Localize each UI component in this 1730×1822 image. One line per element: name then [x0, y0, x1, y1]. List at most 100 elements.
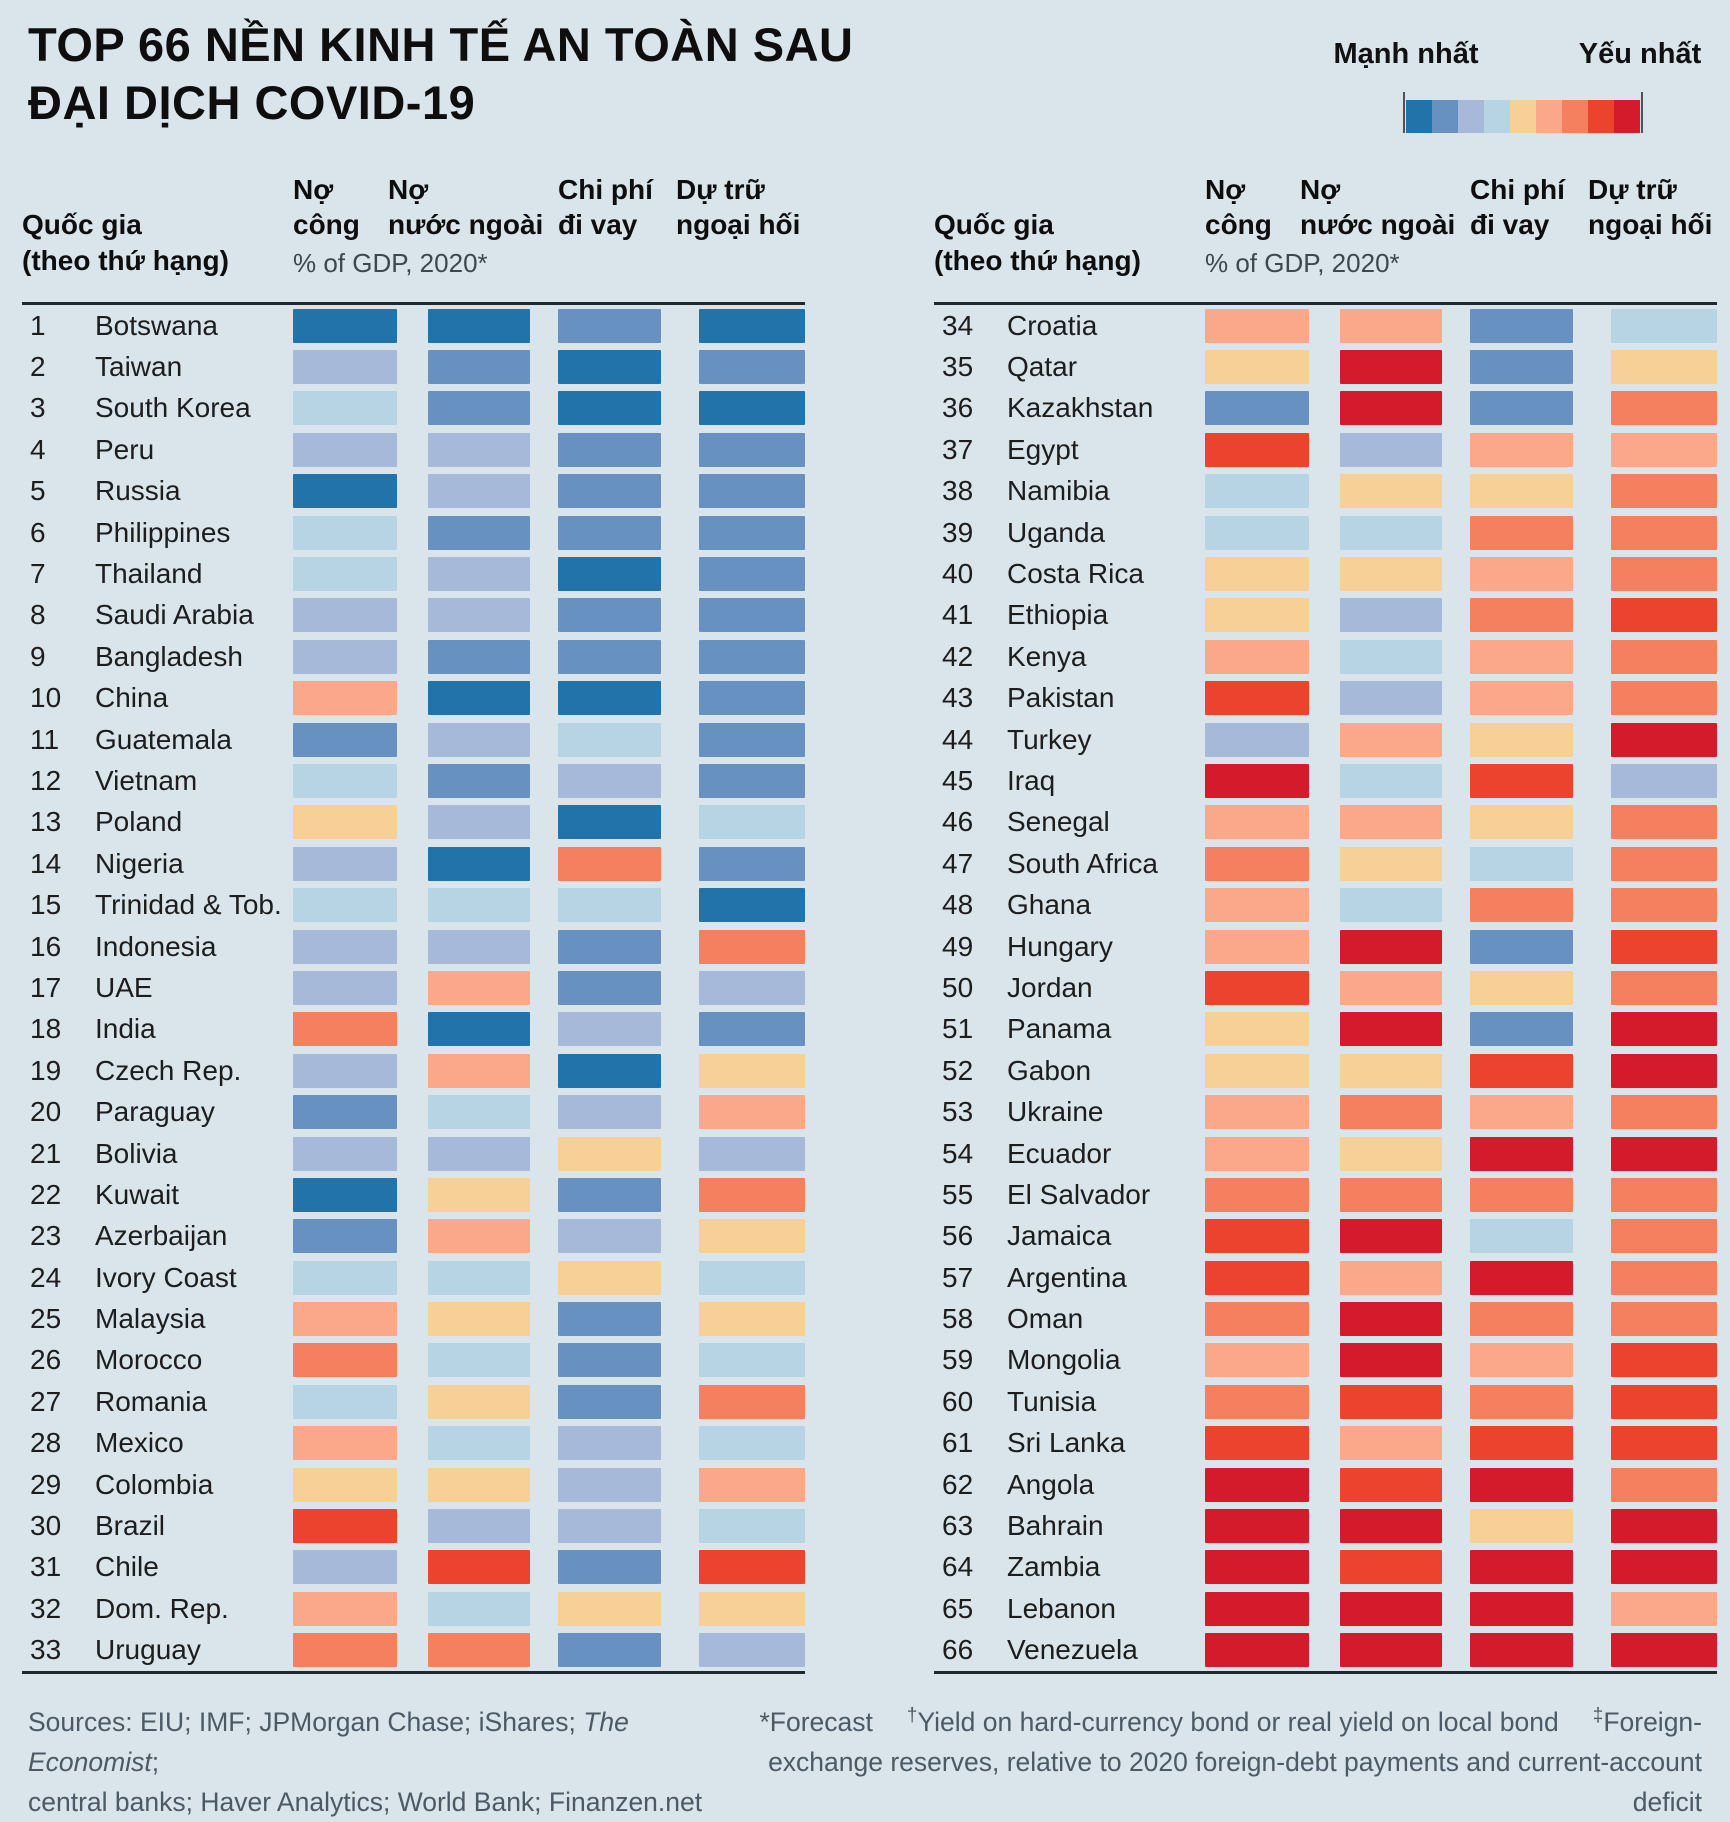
metric-cell-2 [1340, 1136, 1442, 1171]
metric-cell-3 [1470, 1591, 1573, 1626]
metric-cell-2 [1340, 639, 1442, 674]
table-row: 57 Argentina [934, 1257, 1717, 1298]
country-rank: 6 [30, 516, 46, 548]
country-name: Bangladesh [95, 640, 243, 672]
country-name: Bahrain [1007, 1510, 1104, 1542]
metric-cell-1 [1205, 598, 1309, 633]
country-rank: 56 [942, 1220, 974, 1252]
metric-cell-2 [428, 598, 530, 633]
country-rank: 57 [942, 1261, 974, 1293]
metric-cell-3 [1470, 1343, 1573, 1378]
country-name: Ukraine [1007, 1096, 1104, 1128]
metric-cell-3 [558, 1219, 661, 1254]
table-row: 63 Bahrain [934, 1505, 1717, 1546]
country-name: Paraguay [95, 1096, 215, 1128]
metric-cell-2 [428, 1136, 530, 1171]
table-row: 27 Romania [22, 1381, 805, 1422]
metric-cell-2 [1340, 929, 1442, 964]
table-row: 34 Croatia [934, 305, 1717, 346]
column-header-foreign-debt: Nợ nước ngoài [388, 174, 544, 240]
table-row: 45 Iraq [934, 760, 1717, 801]
metric-cell-3 [558, 391, 661, 426]
country-name: Kenya [1007, 640, 1087, 672]
metric-cell-4 [1611, 350, 1717, 385]
metric-cell-4 [1611, 515, 1717, 550]
metric-cell-4 [699, 722, 805, 757]
metric-cell-3 [558, 1260, 661, 1295]
metric-cell-2 [428, 1219, 530, 1254]
metric-cell-4 [1611, 970, 1717, 1005]
metric-cell-3 [1470, 1053, 1573, 1088]
country-name: Morocco [95, 1344, 203, 1376]
country-name: Peru [95, 433, 155, 465]
metric-cell-4 [699, 970, 805, 1005]
table-row: 32 Dom. Rep. [22, 1588, 805, 1629]
metric-cell-2 [428, 515, 530, 550]
column-header-country-line2: (theo thứ hạng) [934, 245, 1141, 276]
country-rank: 2 [30, 351, 46, 383]
country-rank: 35 [942, 351, 974, 383]
table-row: 56 Jamaica [934, 1216, 1717, 1257]
country-name: Azerbaijan [95, 1220, 228, 1252]
legend-swatch [1458, 100, 1484, 133]
country-rank: 20 [30, 1096, 62, 1128]
country-rank: 14 [30, 847, 62, 879]
table-row: 29 Colombia [22, 1464, 805, 1505]
header-rule [22, 302, 805, 305]
metric-cell-4 [699, 1012, 805, 1047]
country-name: Philippines [95, 516, 231, 548]
metric-cell-3 [1470, 970, 1573, 1005]
metric-cell-2 [1340, 474, 1442, 509]
country-name: Zambia [1007, 1551, 1101, 1583]
country-name: Namibia [1007, 475, 1110, 507]
column-header-country: Quốc gia (theo thứ hạng) [22, 207, 229, 279]
country-name: Thailand [95, 558, 203, 590]
metric-cell-2 [1340, 1591, 1442, 1626]
footnote-fx-line2: exchange reserves, relative to 2020 fore… [768, 1747, 1702, 1817]
country-rank: 50 [942, 971, 974, 1003]
country-rank: 63 [942, 1510, 974, 1542]
metric-cell-1 [1205, 1384, 1309, 1419]
metric-cell-1 [1205, 1136, 1309, 1171]
table-row: 55 El Salvador [934, 1174, 1717, 1215]
table-rows: 34 Croatia 35 Qatar 36 Kazakhstan 37 Egypt 38 Nam… [934, 305, 1717, 1671]
metric-cell-1 [293, 888, 397, 923]
metric-cell-1 [1205, 1177, 1309, 1212]
metric-cell-3 [558, 846, 661, 881]
metric-cell-3 [558, 1177, 661, 1212]
metric-cell-3 [1470, 888, 1573, 923]
sources-line2: central banks; Haver Analytics; World Ba… [28, 1787, 703, 1817]
metric-cell-4 [699, 1426, 805, 1461]
table-panel-ranks-34-66: Quốc gia (theo thứ hạng) Nợ công Nợ nước… [934, 150, 1717, 1674]
metric-cell-2 [428, 1095, 530, 1130]
metric-cell-3 [1470, 1426, 1573, 1461]
metric-cell-4 [699, 474, 805, 509]
metric-cell-1 [1205, 1260, 1309, 1295]
country-name: Dom. Rep. [95, 1592, 229, 1624]
metric-cell-2 [1340, 1384, 1442, 1419]
metric-cell-2 [428, 391, 530, 426]
metric-cell-3 [558, 350, 661, 385]
metric-cell-2 [1340, 1095, 1442, 1130]
metric-cell-3 [1470, 515, 1573, 550]
country-name: Ethiopia [1007, 599, 1109, 631]
metric-cell-4 [1611, 763, 1717, 798]
country-name: El Salvador [1007, 1178, 1151, 1210]
metric-cell-2 [428, 1302, 530, 1337]
country-rank: 38 [942, 475, 974, 507]
table-row: 54 Ecuador [934, 1133, 1717, 1174]
metric-cell-2 [428, 1012, 530, 1047]
table-row: 1 Botswana [22, 305, 805, 346]
legend-swatch [1536, 100, 1562, 133]
metric-cell-1 [1205, 1343, 1309, 1378]
country-name: Poland [95, 806, 183, 838]
metric-cell-2 [1340, 557, 1442, 592]
metric-cell-3 [1470, 1260, 1573, 1295]
metric-cell-4 [1611, 391, 1717, 426]
country-rank: 60 [942, 1385, 974, 1417]
metric-cell-1 [1205, 1302, 1309, 1337]
metric-cell-1 [293, 515, 397, 550]
column-header-country: Quốc gia (theo thứ hạng) [934, 207, 1141, 279]
country-rank: 37 [942, 433, 974, 465]
table-row: 11 Guatemala [22, 719, 805, 760]
